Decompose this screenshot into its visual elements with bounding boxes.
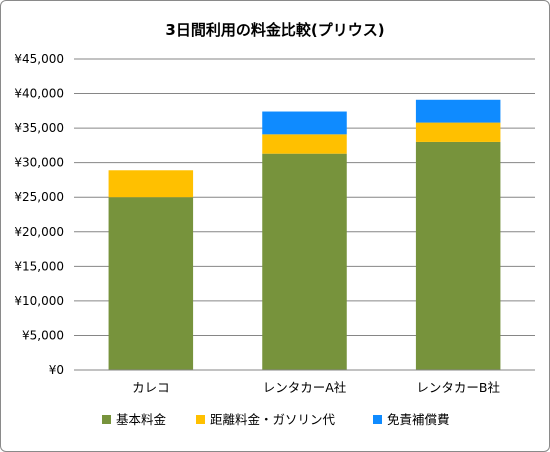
legend-label: 免責補償費 — [387, 412, 450, 427]
legend-label: 距離料金・ガソリン代 — [210, 412, 336, 427]
legend: 基本料金 距離料金・ガソリン代 免責補償費 — [102, 412, 450, 427]
bar-segment — [108, 197, 194, 370]
bars — [108, 99, 501, 370]
legend-swatch — [373, 415, 382, 424]
y-tick-label: ¥40,000 — [14, 87, 64, 101]
bar-segment — [262, 111, 347, 135]
y-tick-label: ¥5,000 — [22, 328, 64, 342]
legend-swatch — [102, 415, 111, 424]
x-category-label: カレコ — [132, 380, 170, 395]
y-tick-label: ¥0 — [49, 363, 64, 377]
legend-swatch — [196, 415, 205, 424]
bar-segment — [262, 153, 347, 370]
bar-segment — [415, 122, 501, 142]
bar-segment — [415, 99, 501, 123]
x-category-label: レンタカーB社 — [416, 380, 500, 395]
y-tick-label: ¥15,000 — [14, 259, 64, 273]
x-category-label: レンタカーA社 — [263, 380, 347, 395]
y-tick-label: ¥30,000 — [14, 156, 64, 170]
y-tick-label: ¥45,000 — [14, 52, 64, 66]
chart-title: 3日間利用の料金比較(プリウス) — [165, 21, 384, 39]
y-tick-label: ¥25,000 — [14, 190, 64, 204]
y-tick-label: ¥20,000 — [14, 225, 64, 239]
legend-label: 基本料金 — [116, 412, 167, 427]
y-tick-label: ¥10,000 — [14, 294, 64, 308]
bar-segment — [415, 141, 501, 370]
y-tick-label: ¥35,000 — [14, 121, 64, 135]
x-axis-categories: カレコ レンタカーA社 レンタカーB社 — [132, 380, 500, 395]
y-axis-ticks: ¥0 ¥5,000 ¥10,000 ¥15,000 ¥20,000 ¥25,000 ¥30,… — [14, 52, 64, 377]
bar-segment — [108, 170, 194, 198]
bar-segment — [262, 134, 347, 154]
